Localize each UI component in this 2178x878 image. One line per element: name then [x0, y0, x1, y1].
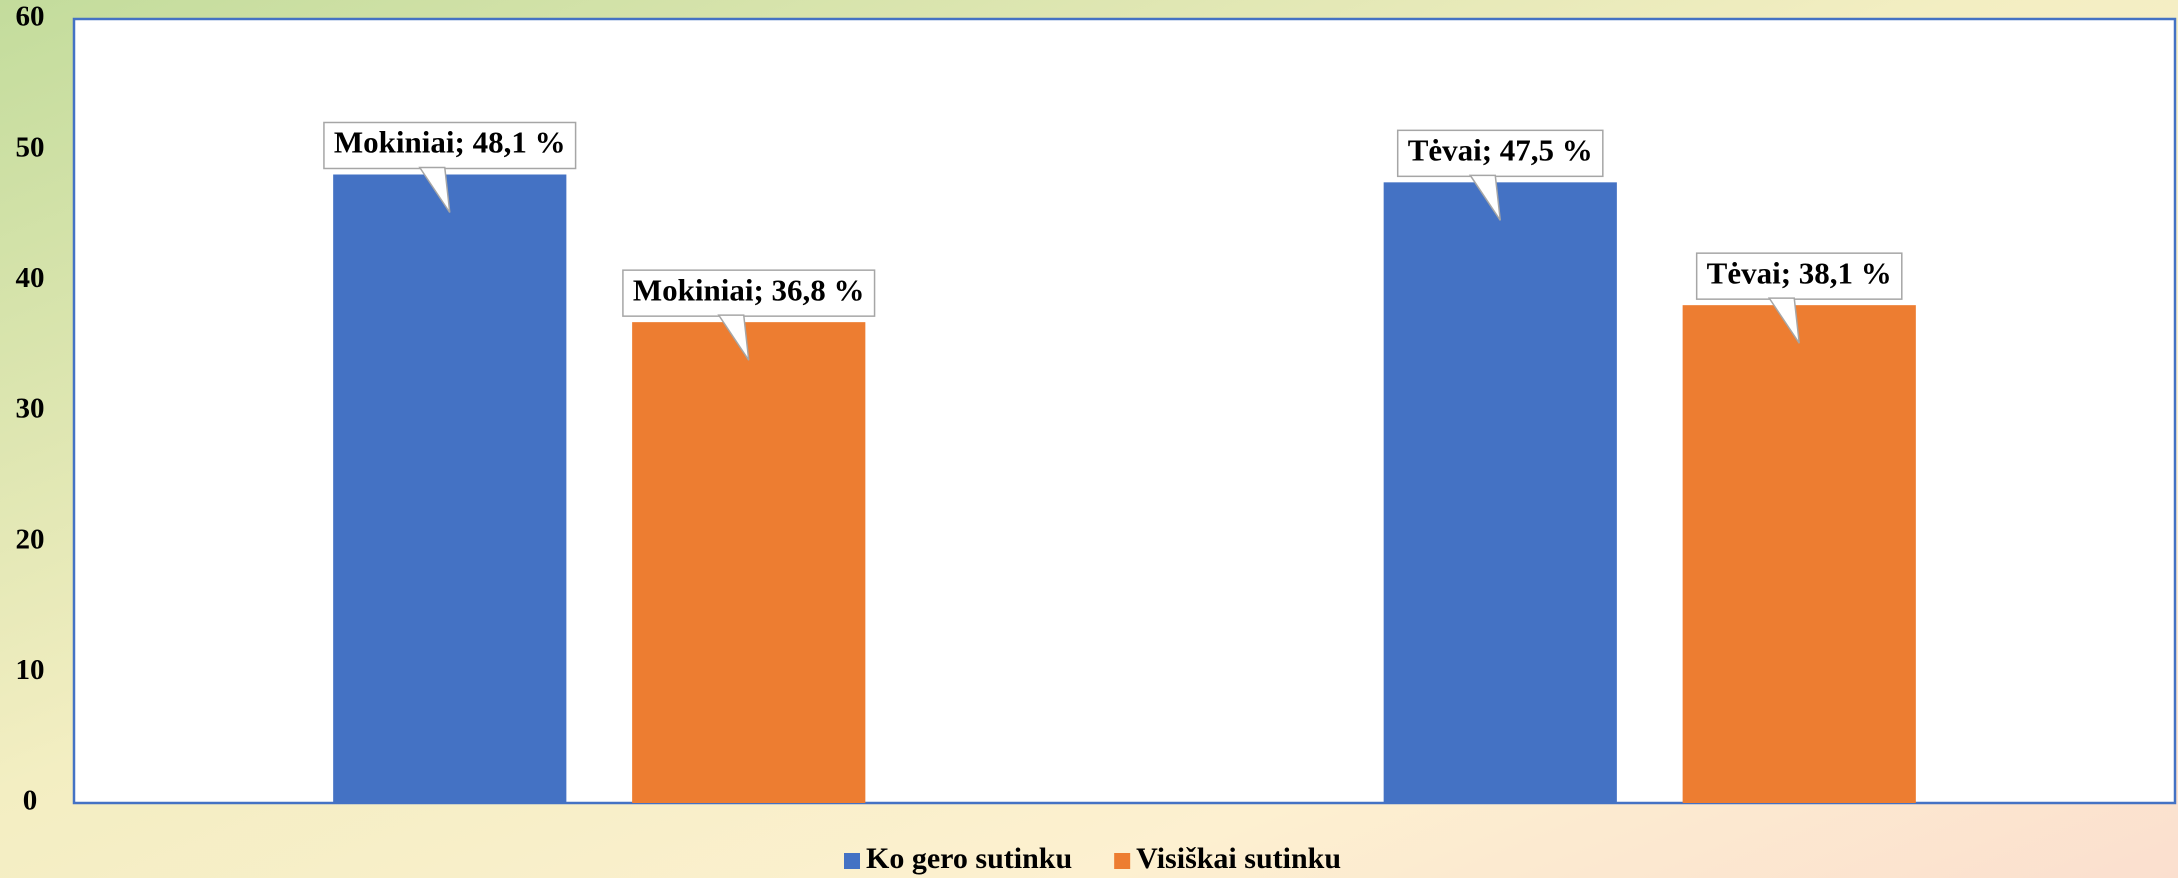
data-label: Tėvai; 38,1 % [1707, 255, 1892, 290]
data-label-pointer [717, 314, 750, 361]
data-label: Mokiniai; 48,1 % [334, 125, 566, 160]
y-tick-label: 60 [16, 1, 45, 33]
y-tick-label: 0 [23, 785, 38, 817]
data-label-pointer [418, 166, 451, 213]
y-tick-label: 40 [16, 262, 45, 294]
bar [1682, 305, 1916, 803]
legend-label: Visiškai sutinku [1136, 842, 1341, 875]
y-tick-label: 50 [16, 131, 45, 163]
data-label: Mokiniai; 36,8 % [633, 272, 865, 307]
y-tick-label: 30 [16, 393, 45, 425]
legend-label: Ko gero sutinku [866, 842, 1072, 875]
bar [632, 322, 866, 803]
data-label-pointer [1468, 174, 1502, 221]
bar [1383, 182, 1617, 804]
data-label: Tėvai; 47,5 % [1408, 132, 1593, 167]
data-label-pointer [1767, 297, 1800, 344]
data-label-box [1396, 129, 1604, 178]
data-label-box [323, 121, 577, 170]
data-label-box [1695, 252, 1903, 300]
y-tick-label: 10 [16, 654, 45, 686]
bar [333, 174, 567, 803]
data-label-box [622, 269, 876, 317]
legend-swatch [1114, 853, 1131, 869]
legend-swatch [844, 853, 860, 869]
y-tick-label: 20 [16, 523, 45, 555]
